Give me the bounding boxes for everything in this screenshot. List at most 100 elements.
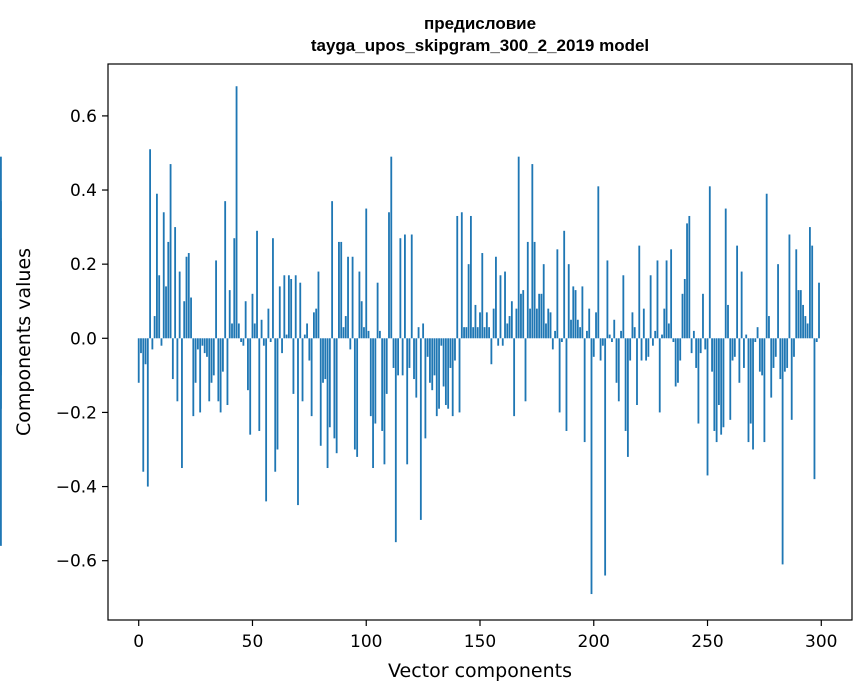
- bar: [221, 338, 224, 372]
- y-axis: −0.6 −0.4 −0.2 0.0 0.2 0.4 0.6: [56, 107, 108, 572]
- bar: [404, 234, 406, 339]
- bar: [706, 338, 709, 476]
- bar: [144, 338, 147, 365]
- bar: [674, 338, 677, 387]
- bar: [506, 323, 509, 339]
- bar: [638, 245, 641, 339]
- bar: [688, 215, 691, 339]
- bar: [717, 338, 720, 406]
- bar: [467, 264, 470, 339]
- bar: [681, 293, 684, 339]
- bar: [479, 312, 481, 339]
- bar: [394, 338, 397, 543]
- bar: [763, 338, 766, 443]
- bar: [774, 338, 777, 357]
- bar: [294, 275, 297, 339]
- bar: [631, 312, 634, 339]
- bar: [733, 338, 736, 357]
- bar: [140, 338, 142, 354]
- bar: [215, 260, 217, 339]
- bar: [535, 308, 538, 339]
- bar: [665, 260, 668, 339]
- bar: [779, 338, 782, 380]
- bar: [697, 338, 700, 424]
- bar: [338, 241, 340, 339]
- bar: [328, 338, 331, 428]
- bar: [595, 312, 597, 339]
- bar: [642, 308, 645, 339]
- bar: [702, 293, 704, 339]
- bar: [645, 338, 647, 361]
- bar: [458, 338, 461, 413]
- bar: [508, 316, 511, 339]
- bar: [504, 271, 506, 339]
- bar: [347, 256, 349, 339]
- bar: [731, 338, 734, 361]
- bar: [670, 249, 673, 339]
- bar: [520, 293, 522, 339]
- bar: [283, 275, 286, 339]
- bar: [592, 338, 595, 357]
- bar: [217, 338, 220, 402]
- bar: [554, 330, 556, 339]
- bar: [244, 301, 247, 339]
- bar: [497, 338, 500, 346]
- bar: [165, 286, 167, 339]
- bar: [654, 330, 657, 339]
- bar: [397, 338, 399, 376]
- bar: [729, 338, 732, 420]
- bar: [722, 338, 725, 428]
- bar: [488, 327, 491, 339]
- bar: [540, 293, 543, 339]
- bar: [413, 338, 415, 380]
- bar: [267, 308, 270, 339]
- bar: [570, 319, 572, 339]
- bar: [374, 338, 377, 424]
- bar: [597, 186, 600, 339]
- x-axis: 0 50 100 150 200 250 300: [133, 620, 838, 652]
- bar: [167, 241, 170, 339]
- bar: [149, 149, 151, 339]
- bar: [454, 338, 456, 361]
- bar: [171, 338, 174, 380]
- bar: [231, 323, 233, 339]
- bar: [772, 338, 775, 368]
- bar: [695, 338, 698, 368]
- bar: [629, 338, 632, 361]
- bar: [738, 338, 741, 383]
- bar: [510, 301, 513, 339]
- bar: [579, 327, 582, 339]
- bar: [146, 338, 149, 487]
- bar: [745, 334, 748, 339]
- bar: [137, 338, 140, 383]
- bar: [447, 338, 450, 409]
- bar: [331, 201, 334, 339]
- bar: [652, 338, 654, 346]
- bar: [322, 338, 324, 383]
- bar: [365, 208, 368, 339]
- bar: [435, 338, 438, 417]
- bar: [408, 338, 411, 368]
- bar: [142, 338, 145, 472]
- bar: [247, 338, 249, 391]
- bar: [724, 208, 727, 339]
- bar: [604, 338, 607, 576]
- bar: [272, 238, 274, 339]
- bar: [558, 338, 561, 413]
- bar: [802, 304, 804, 339]
- bar: [756, 327, 759, 339]
- bar: [611, 338, 613, 342]
- bar: [292, 338, 295, 394]
- bar: [440, 338, 443, 346]
- bar: [162, 212, 165, 339]
- bar: [410, 234, 413, 339]
- bar: [153, 316, 156, 339]
- bar: [381, 338, 384, 431]
- bar: [317, 271, 320, 339]
- bar: [804, 316, 807, 339]
- bar: [561, 338, 563, 342]
- bar: [747, 338, 750, 443]
- bar: [661, 334, 663, 339]
- bar: [708, 186, 711, 339]
